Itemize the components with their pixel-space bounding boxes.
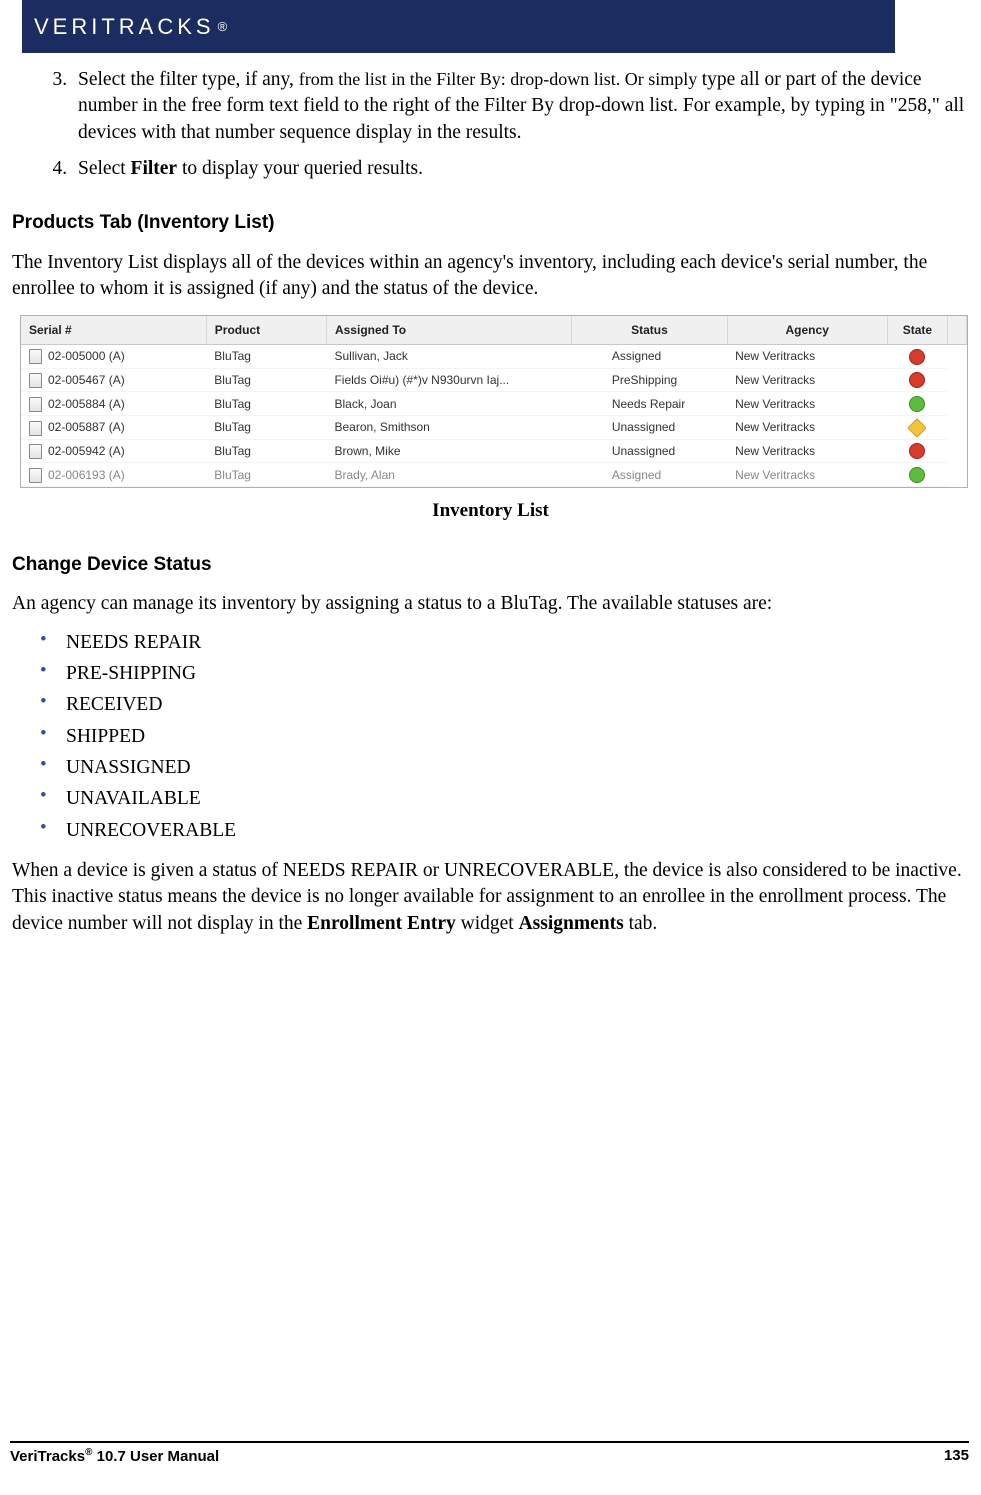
brand-reg: ® (218, 19, 228, 34)
cell-assigned: Fields Oi#u) (#*)v N930urvn Iaj... (326, 368, 571, 392)
table-row[interactable]: 02-005000 (A)BluTagSullivan, JackAssigne… (21, 344, 967, 368)
status-para2-b1: Enrollment Entry (307, 913, 456, 934)
cell-state (887, 344, 947, 368)
inventory-table-wrap: Serial # Product Assigned To Status Agen… (20, 315, 968, 489)
cell-serial: 02-005000 (A) (21, 344, 206, 368)
device-icon (29, 349, 42, 364)
table-caption: Inventory List (10, 498, 971, 524)
cell-agency: New Veritracks (727, 344, 887, 368)
status-bullet: SHIPPED (40, 724, 971, 750)
col-assigned[interactable]: Assigned To (326, 316, 571, 345)
cell-product: BluTag (206, 463, 326, 487)
brand-text: VERITRACKS (34, 14, 215, 40)
section-status-title: Change Device Status (10, 552, 971, 578)
device-icon (29, 444, 42, 459)
section-products-intro: The Inventory List displays all of the d… (10, 250, 971, 303)
cell-state (887, 368, 947, 392)
col-agency[interactable]: Agency (727, 316, 887, 345)
cell-status: Assigned (572, 463, 727, 487)
state-icon (909, 443, 925, 459)
step3-text-b: from the list in the Filter By: drop-dow… (299, 69, 702, 89)
steps-list: Select the filter type, if any, from the… (10, 67, 971, 182)
cell-assigned: Brady, Alan (326, 463, 571, 487)
cell-serial: 02-006193 (A) (21, 463, 206, 487)
cell-assigned: Sullivan, Jack (326, 344, 571, 368)
cell-status: Needs Repair (572, 392, 727, 416)
cell-agency: New Veritracks (727, 392, 887, 416)
table-row[interactable]: 02-006193 (A)BluTagBrady, AlanAssignedNe… (21, 463, 967, 487)
table-header-row: Serial # Product Assigned To Status Agen… (21, 316, 967, 345)
step4-text-a: Select (78, 158, 131, 179)
device-icon (29, 373, 42, 388)
step-4: Select Filter to display your queried re… (72, 156, 971, 182)
footer-manual: 10.7 User Manual (92, 1448, 219, 1465)
cell-assigned: Black, Joan (326, 392, 571, 416)
status-bullet: RECEIVED (40, 692, 971, 718)
page-footer: VeriTracks® 10.7 User Manual 135 (10, 1441, 969, 1465)
status-para2-c: widget (456, 913, 519, 934)
footer-brand: VeriTracks (10, 1448, 85, 1465)
col-serial[interactable]: Serial # (21, 316, 206, 345)
footer-left: VeriTracks® 10.7 User Manual (10, 1447, 219, 1465)
cell-product: BluTag (206, 439, 326, 463)
cell-product: BluTag (206, 392, 326, 416)
cell-serial: 02-005884 (A) (21, 392, 206, 416)
state-icon (909, 396, 925, 412)
status-bullet-list: NEEDS REPAIR PRE-SHIPPING RECEIVED SHIPPED U… (10, 630, 971, 844)
cell-state (887, 416, 947, 439)
cell-product: BluTag (206, 344, 326, 368)
step-3: Select the filter type, if any, from the… (72, 67, 971, 146)
status-para2-d: tab. (624, 913, 658, 934)
state-icon (909, 349, 925, 365)
table-row[interactable]: 02-005887 (A)BluTagBearon, SmithsonUnass… (21, 416, 967, 439)
table-row[interactable]: 02-005942 (A)BluTagBrown, MikeUnassigned… (21, 439, 967, 463)
status-para2: When a device is given a status of NEEDS… (10, 858, 971, 937)
status-bullet: PRE-SHIPPING (40, 661, 971, 687)
device-icon (29, 421, 42, 436)
step4-text-b: to display your queried results. (177, 158, 423, 179)
table-row[interactable]: 02-005884 (A)BluTagBlack, JoanNeeds Repa… (21, 392, 967, 416)
cell-state (887, 392, 947, 416)
footer-page: 135 (944, 1447, 969, 1465)
cell-status: Assigned (572, 344, 727, 368)
state-icon (907, 418, 927, 438)
cell-serial: 02-005887 (A) (21, 416, 206, 439)
cell-agency: New Veritracks (727, 368, 887, 392)
col-status[interactable]: Status (572, 316, 727, 345)
state-icon (909, 372, 925, 388)
section-status-intro: An agency can manage its inventory by as… (10, 591, 971, 617)
inventory-table: Serial # Product Assigned To Status Agen… (21, 316, 967, 488)
cell-status: Unassigned (572, 439, 727, 463)
status-bullet: UNRECOVERABLE (40, 818, 971, 844)
cell-assigned: Bearon, Smithson (326, 416, 571, 439)
cell-state (887, 463, 947, 487)
status-para2-b2: Assignments (519, 913, 624, 934)
cell-agency: New Veritracks (727, 439, 887, 463)
cell-product: BluTag (206, 368, 326, 392)
cell-serial: 02-005942 (A) (21, 439, 206, 463)
step4-bold: Filter (131, 158, 178, 179)
device-icon (29, 468, 42, 483)
cell-state (887, 439, 947, 463)
cell-status: PreShipping (572, 368, 727, 392)
device-icon (29, 397, 42, 412)
step3-text-a: Select the filter type, if any, (78, 69, 299, 90)
cell-assigned: Brown, Mike (326, 439, 571, 463)
cell-serial: 02-005467 (A) (21, 368, 206, 392)
brand-header: VERITRACKS® (22, 0, 895, 53)
table-row[interactable]: 02-005467 (A)BluTagFields Oi#u) (#*)v N9… (21, 368, 967, 392)
status-bullet: UNAVAILABLE (40, 786, 971, 812)
status-bullet: NEEDS REPAIR (40, 630, 971, 656)
cell-agency: New Veritracks (727, 463, 887, 487)
col-state[interactable]: State (887, 316, 947, 345)
cell-product: BluTag (206, 416, 326, 439)
scrollbar-area[interactable] (947, 316, 966, 345)
section-products-title: Products Tab (Inventory List) (10, 210, 971, 236)
cell-status: Unassigned (572, 416, 727, 439)
state-icon (909, 467, 925, 483)
cell-agency: New Veritracks (727, 416, 887, 439)
col-product[interactable]: Product (206, 316, 326, 345)
status-bullet: UNASSIGNED (40, 755, 971, 781)
